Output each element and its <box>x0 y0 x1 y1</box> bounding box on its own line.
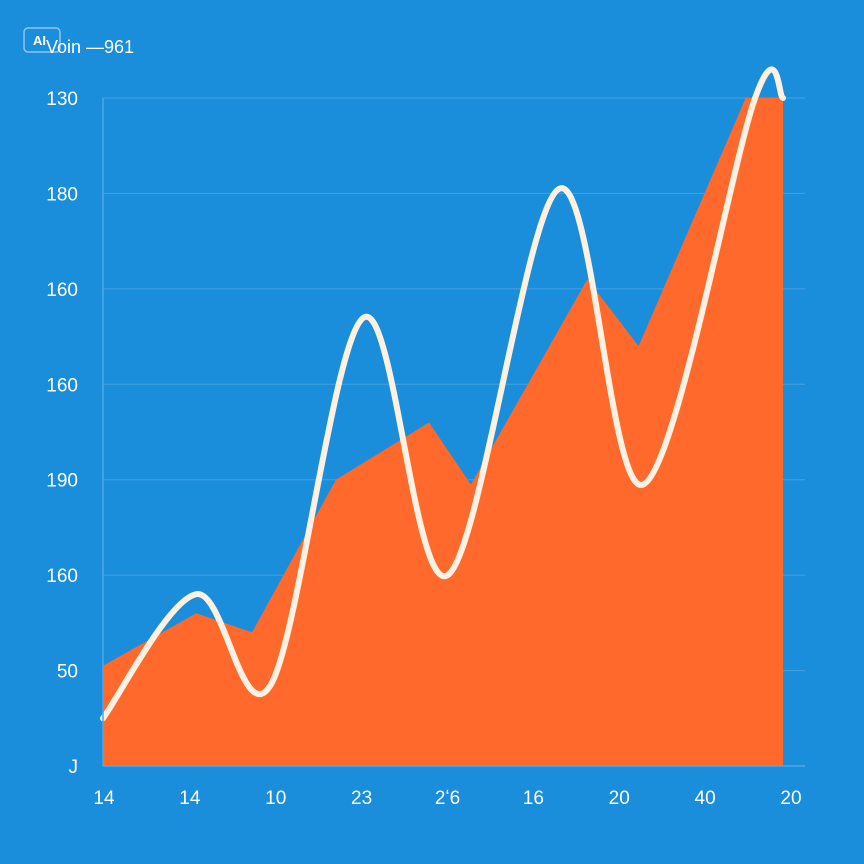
x-tick-label: 40 <box>695 788 716 809</box>
legend-badge-text: AI <box>33 33 46 48</box>
y-tick-label: 180 <box>46 184 78 205</box>
series-line <box>100 66 786 722</box>
x-tick-label: 10 <box>265 788 286 809</box>
line-series <box>100 66 786 722</box>
y-tick-label: 130 <box>46 89 78 110</box>
x-tick-label: 16 <box>523 788 544 809</box>
area-series <box>103 98 783 766</box>
legend-badge-box <box>23 27 61 53</box>
x-tick-label: 14 <box>179 788 201 809</box>
legend-label: Voin —961 <box>46 37 134 57</box>
x-tick-label: 23 <box>351 788 372 809</box>
area-fill <box>103 98 783 766</box>
y-tick-label: 160 <box>46 280 78 301</box>
x-axis-tick-labels: 14 14 10 23 2ʻ6 16 20 40 20 <box>93 788 801 809</box>
x-tick-label: 20 <box>780 788 801 809</box>
y-tick-label: 160 <box>46 566 78 587</box>
x-tick-label: 2ʻ6 <box>435 788 460 809</box>
y-tick-label: 50 <box>57 662 78 683</box>
y-tick-label: 190 <box>46 471 78 492</box>
legend: AI Voin —961 <box>23 27 134 57</box>
x-tick-label: 20 <box>609 788 630 809</box>
y-tick-label: 160 <box>46 375 78 396</box>
y-tick-label: J <box>69 757 79 778</box>
axes <box>102 98 805 767</box>
y-axis-tick-labels: 130 180 160 160 190 160 50 J <box>46 89 78 778</box>
x-tick-label: 14 <box>93 788 115 809</box>
